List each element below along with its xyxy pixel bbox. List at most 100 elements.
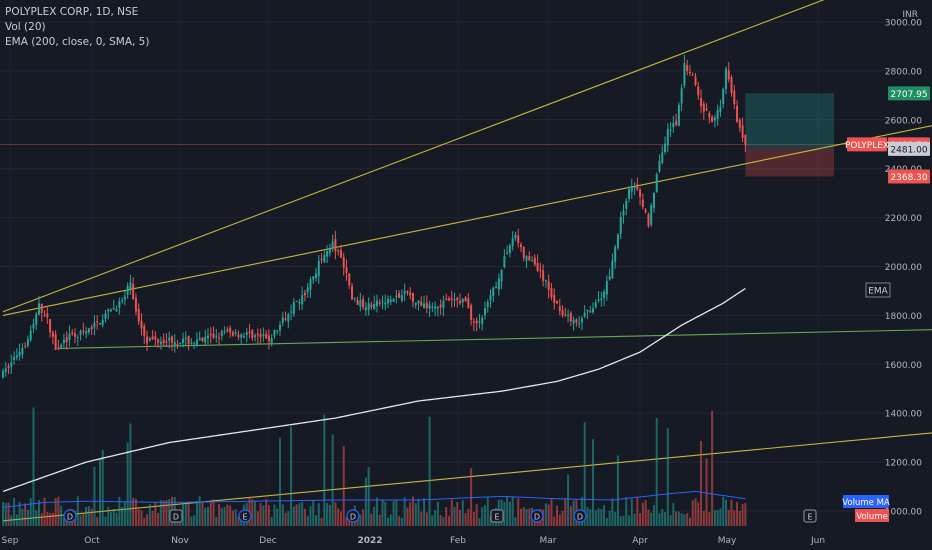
candle-body (702, 103, 705, 112)
volume-bar (157, 513, 160, 526)
volume-bar (719, 508, 722, 526)
volume-bar (98, 459, 101, 526)
event-marker-d[interactable]: D (169, 509, 183, 523)
event-marker-e[interactable]: E (490, 509, 504, 523)
price-tick-label: 2800.00 (885, 67, 922, 77)
candle-body (35, 313, 38, 325)
event-marker-label: D (67, 513, 73, 522)
candle-body (315, 273, 318, 278)
volume-bar (608, 510, 611, 526)
candle-body (209, 333, 212, 336)
volume-bar (373, 506, 376, 526)
stop-price-tag: 2368.30 (888, 169, 930, 184)
volume-bar (259, 503, 262, 526)
volume-bar (301, 502, 304, 526)
candle-body (542, 270, 545, 281)
candle-body (600, 298, 603, 301)
candle-body (744, 135, 747, 145)
price-tick-label: 1200.00 (885, 459, 922, 469)
candle-body (162, 339, 165, 344)
price-tick-label: 1600.00 (885, 361, 922, 371)
volume-bar (583, 422, 586, 526)
candle-body (550, 288, 553, 298)
volume-bar (741, 504, 744, 526)
trendline-support (58, 329, 932, 349)
symbol-title[interactable]: POLYPLEX CORP, 1D, NSE (5, 6, 139, 18)
volume-bar (528, 508, 531, 526)
volume-bar (558, 514, 561, 526)
volume-bar (569, 506, 572, 526)
volume-bar (547, 504, 550, 526)
volume-bar (306, 515, 309, 526)
event-marker-d[interactable]: D (346, 509, 360, 523)
ema-200-line (2, 287, 746, 493)
candle-body (79, 331, 82, 335)
volume-bar (148, 504, 151, 526)
event-marker-d[interactable]: D (63, 509, 77, 523)
volume-bar (46, 511, 49, 526)
candle-body (475, 320, 478, 324)
volume-bar (237, 515, 240, 526)
volume-bar (345, 516, 348, 526)
volume-bar (508, 501, 511, 526)
candle-body (666, 128, 669, 146)
candle-body (362, 299, 365, 308)
event-marker-e[interactable]: E (238, 509, 252, 523)
candle-body (123, 296, 126, 300)
time-axis[interactable]: Sep Oct Nov Dec 2022 Feb Mar Apr May Jun (2, 536, 826, 546)
trendline-upper-resistance (2, 0, 825, 313)
event-marker-e[interactable]: E (803, 509, 817, 523)
event-marker-d[interactable]: D (530, 509, 544, 523)
volume-bar (622, 515, 625, 526)
volume-bar (378, 514, 381, 526)
candle-body (129, 282, 132, 289)
candle-body (82, 330, 85, 332)
candle-body (456, 298, 459, 301)
volume-bar (121, 507, 124, 526)
candle-body (636, 184, 639, 190)
event-marker-d[interactable]: D (573, 509, 587, 523)
volume-bar (85, 506, 88, 526)
volume-bar (182, 502, 185, 526)
candle-body (558, 306, 561, 311)
candle-body (237, 334, 240, 338)
candle-body (220, 331, 223, 336)
ema-tag-text: EMA (868, 287, 888, 297)
volume-bar (411, 496, 414, 526)
candle-body (4, 368, 7, 373)
candle-body (628, 189, 631, 199)
volume-indicator-label[interactable]: Vol (20) (5, 21, 46, 33)
candle-body (384, 302, 387, 305)
volume-bar (655, 417, 658, 526)
volume-bar (716, 510, 719, 526)
candle-body (240, 334, 243, 338)
volume-bar (123, 501, 126, 526)
volume-bar (619, 516, 622, 526)
candle-body (664, 143, 667, 153)
candle-body (711, 117, 714, 123)
candle-body (461, 298, 464, 303)
candle-body (351, 286, 354, 300)
time-tick-label: Feb (450, 536, 466, 546)
candle-body (62, 339, 65, 344)
candle-body (107, 309, 110, 312)
candle-body (672, 122, 675, 128)
time-tick-label: 2022 (357, 536, 382, 546)
candle-body (290, 311, 293, 313)
candle-body (71, 332, 74, 334)
candle-body (553, 294, 556, 303)
volume-bar (567, 474, 570, 526)
candle-body (43, 315, 46, 317)
volume-bar (625, 497, 628, 526)
candle-body (694, 76, 697, 86)
candle-body (608, 276, 611, 280)
price-axis[interactable]: INR 1000.00 1200.00 1400.00 1600.00 1800.00 20… (885, 10, 922, 518)
volume-bar (204, 507, 207, 526)
volume-bar (38, 499, 41, 526)
price-tick-label: 1000.00 (885, 508, 922, 518)
ema-indicator-label[interactable]: EMA (200, close, 0, SMA, 5) (5, 36, 150, 48)
candle-body (287, 314, 290, 322)
volume-bar (702, 511, 705, 526)
